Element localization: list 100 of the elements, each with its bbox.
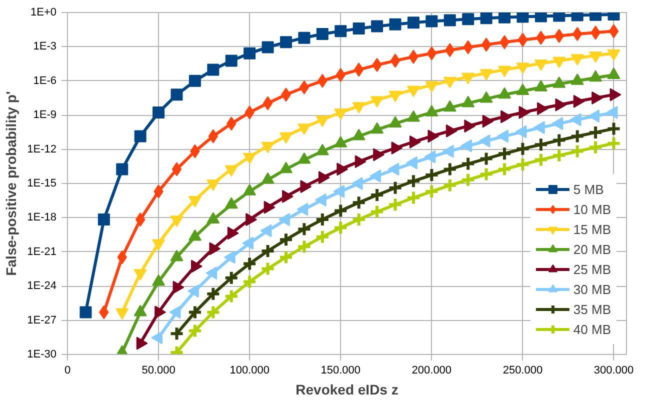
point <box>515 141 530 156</box>
y-axis-title: False-positive probability p' <box>3 91 20 276</box>
point <box>225 54 238 67</box>
point <box>334 25 347 38</box>
point <box>170 88 183 101</box>
y-tick-label: 1E+0 <box>30 6 57 18</box>
x-tick-label: 300.000 <box>594 364 634 376</box>
y-tick-label: 1E-21 <box>27 246 57 258</box>
point <box>352 22 365 35</box>
point <box>278 232 294 248</box>
legend-label: 30 MB <box>573 282 611 296</box>
point <box>333 220 348 236</box>
point <box>498 12 511 24</box>
x-tick-label: 50.000 <box>142 364 176 376</box>
point <box>407 16 420 29</box>
point <box>606 136 622 151</box>
point <box>572 27 582 41</box>
point <box>172 162 182 176</box>
point <box>299 80 310 94</box>
point <box>224 288 239 304</box>
y-tick-label: 1E-24 <box>27 280 57 292</box>
point <box>370 204 385 220</box>
point <box>296 222 312 237</box>
y-tick-label: 1E-3 <box>33 40 57 53</box>
point <box>497 162 512 177</box>
point <box>98 214 110 226</box>
point <box>371 20 384 32</box>
point <box>134 130 146 142</box>
y-tick-label: 1E-15 <box>27 178 57 190</box>
y-tick-label: 1E-12 <box>27 143 57 156</box>
point <box>552 148 567 163</box>
point <box>481 38 492 52</box>
point <box>80 306 92 318</box>
point <box>533 152 548 168</box>
y-tick-label: 1E-9 <box>33 109 57 122</box>
point <box>188 74 201 87</box>
point <box>242 256 258 272</box>
point <box>462 13 474 26</box>
y-tick-label: 1E-27 <box>27 314 57 326</box>
point <box>314 212 330 228</box>
point <box>260 243 276 258</box>
point <box>351 212 366 228</box>
point <box>262 96 273 110</box>
point <box>278 250 294 265</box>
point <box>169 326 184 342</box>
point <box>460 172 476 188</box>
x-tick-label: 250.000 <box>502 364 543 376</box>
point <box>478 151 494 166</box>
point <box>370 188 385 202</box>
x-axis-title: Revoked eIDs z <box>296 382 398 398</box>
point <box>570 144 585 159</box>
point <box>406 174 421 189</box>
legend-label: 20 MB <box>573 242 611 256</box>
point <box>406 190 421 206</box>
point <box>608 24 619 38</box>
point <box>333 203 348 218</box>
point <box>280 36 292 48</box>
legend-label: 35 MB <box>573 302 611 316</box>
point <box>516 12 529 23</box>
point <box>242 274 258 290</box>
x-tick-label: 200.000 <box>412 364 452 376</box>
y-tick-label: 1E-18 <box>27 212 57 224</box>
point <box>570 128 585 144</box>
y-tick-label: 1E-30 <box>27 348 57 360</box>
point <box>207 64 220 76</box>
point <box>298 32 310 44</box>
point <box>388 180 403 196</box>
x-tick-label: 100.000 <box>230 364 270 376</box>
point <box>480 12 492 24</box>
point <box>606 121 622 136</box>
point <box>351 195 366 210</box>
legend-label: 10 MB <box>573 202 611 216</box>
point <box>442 162 458 177</box>
point <box>316 28 328 40</box>
point <box>244 47 256 60</box>
legend-label: 5 MB <box>573 182 604 196</box>
point <box>390 54 400 68</box>
legend-label: 15 MB <box>573 222 611 236</box>
x-tick-label: 0 <box>64 364 71 376</box>
point <box>534 59 548 71</box>
point <box>515 156 530 172</box>
x-tick-label: 150.000 <box>320 364 361 376</box>
point <box>224 270 239 286</box>
point <box>424 184 440 199</box>
point <box>442 178 458 193</box>
point <box>426 46 437 60</box>
point <box>206 286 221 302</box>
point <box>296 239 312 254</box>
point <box>187 304 202 320</box>
point <box>388 197 403 212</box>
legend-label: 40 MB <box>573 322 611 336</box>
point <box>478 166 494 182</box>
point <box>314 229 330 244</box>
point <box>426 15 438 28</box>
point <box>533 137 548 152</box>
point <box>116 163 128 176</box>
point <box>260 261 276 276</box>
legend-label: 25 MB <box>573 262 611 276</box>
point <box>187 323 202 338</box>
point <box>262 41 274 54</box>
